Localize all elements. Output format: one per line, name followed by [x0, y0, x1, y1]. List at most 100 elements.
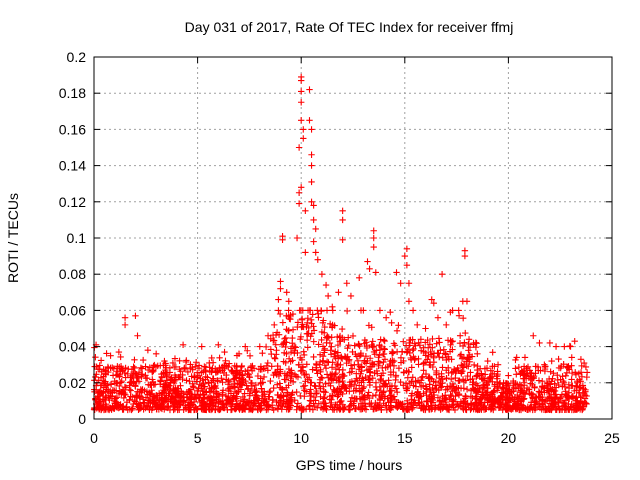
background-point	[415, 399, 422, 406]
background-point	[150, 367, 157, 375]
background-point	[494, 397, 501, 404]
background-point	[406, 349, 413, 357]
background-point	[149, 378, 157, 386]
background-point	[194, 374, 201, 381]
peak-point	[455, 307, 462, 314]
background-point	[409, 374, 416, 381]
background-point	[215, 391, 222, 398]
background-point	[466, 344, 474, 351]
peak-point	[264, 332, 272, 339]
y-tick-label: 0.1	[67, 230, 87, 246]
background-point	[448, 338, 455, 346]
background-point	[135, 369, 143, 376]
background-point	[539, 377, 546, 385]
background-point	[117, 353, 124, 361]
background-point	[407, 401, 415, 408]
background-point	[500, 385, 507, 393]
background-point	[460, 378, 468, 386]
background-point	[345, 334, 352, 341]
peak-point	[277, 285, 284, 292]
background-point	[328, 364, 336, 371]
background-point	[490, 388, 497, 395]
background-point	[371, 361, 378, 368]
background-point	[331, 353, 338, 360]
background-point	[283, 384, 290, 391]
background-point	[489, 401, 496, 408]
peak-point	[235, 350, 243, 358]
background-point	[482, 406, 489, 413]
peak-point	[121, 314, 129, 321]
background-point	[420, 367, 427, 374]
peak-point	[405, 280, 413, 287]
peak-point	[215, 341, 222, 348]
background-point	[374, 370, 381, 377]
background-point	[336, 366, 343, 373]
background-point	[337, 337, 344, 345]
background-point	[452, 392, 459, 400]
background-point	[303, 361, 311, 368]
background-point	[257, 363, 265, 370]
peak-point	[382, 314, 390, 321]
background-point	[573, 400, 580, 407]
background-point	[318, 307, 325, 315]
background-point	[358, 393, 366, 401]
background-point	[287, 358, 294, 365]
background-point	[126, 386, 133, 393]
background-point	[333, 401, 341, 409]
background-point	[571, 387, 578, 395]
background-point	[388, 319, 395, 327]
background-point	[187, 365, 194, 372]
background-point	[365, 365, 373, 373]
background-point	[379, 351, 387, 358]
peak-point	[561, 343, 568, 350]
background-point	[377, 376, 384, 383]
background-point	[429, 335, 436, 343]
background-point	[356, 353, 364, 360]
background-point	[310, 353, 317, 361]
background-point	[376, 359, 384, 367]
background-point	[393, 388, 401, 396]
background-point	[278, 341, 286, 348]
background-point	[553, 406, 560, 413]
peak-point	[312, 225, 319, 233]
background-point	[206, 364, 213, 371]
background-point	[362, 353, 370, 360]
background-point	[274, 391, 282, 399]
peak-point	[308, 126, 315, 133]
background-point	[270, 337, 278, 344]
background-point	[406, 379, 414, 387]
background-point	[535, 377, 543, 384]
background-point	[314, 307, 321, 314]
background-point	[429, 363, 437, 371]
background-point	[456, 340, 464, 347]
background-point	[393, 327, 401, 335]
background-point	[527, 391, 535, 398]
peak-point	[403, 245, 411, 253]
background-point	[442, 351, 450, 358]
background-point	[106, 390, 114, 397]
background-point	[545, 375, 553, 383]
background-point	[262, 399, 270, 406]
background-point	[300, 348, 307, 355]
y-tick-label: 0.14	[59, 158, 86, 174]
background-point	[160, 395, 168, 403]
background-point	[119, 389, 126, 396]
background-point	[384, 363, 391, 371]
background-point	[380, 389, 387, 396]
background-point	[322, 389, 329, 396]
background-point	[538, 388, 545, 395]
background-point	[519, 387, 526, 395]
background-point	[231, 388, 239, 395]
background-point	[151, 361, 158, 369]
background-point	[360, 383, 368, 391]
background-point	[522, 375, 530, 382]
background-point	[379, 364, 386, 372]
background-point	[91, 404, 98, 412]
background-point	[444, 403, 451, 410]
background-point	[549, 400, 557, 407]
peak-point	[484, 357, 491, 365]
background-point	[246, 352, 254, 359]
background-point	[580, 359, 588, 367]
background-point	[520, 366, 528, 374]
background-point	[430, 378, 437, 385]
